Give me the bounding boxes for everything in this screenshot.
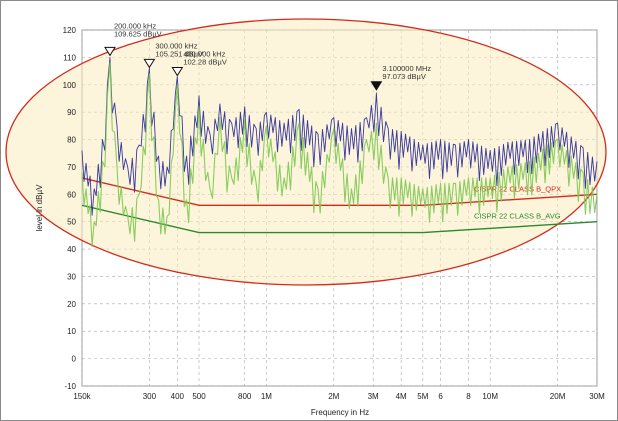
y-tick-label-4: 30 [67,272,76,281]
y-tick-label-7: 60 [67,190,76,199]
marker-freq-1: 300.000 kHz [155,41,197,50]
series-line-0 [81,56,598,216]
marker-level-2: 102.28 dBµV [183,58,227,67]
limit-label-0: CISPR 22 CLASS B_QPX [474,184,561,193]
marker-freq-2: 400.000 kHz [183,50,225,59]
highlight-ellipse [5,18,607,286]
y-tick-label-0: -10 [64,382,76,391]
x-tick-label-14: 30M [589,392,605,401]
x-tick-label-12: 10M [482,392,498,401]
x-tick-label-6: 2M [328,392,339,401]
y-tick-label-5: 40 [67,245,76,254]
y-axis-label: level in dBµV [35,184,44,232]
x-tick-label-13: 20M [550,392,566,401]
marker-triangle-2 [171,67,184,77]
series-group [81,56,598,247]
marker-level-1: 105.251 dBµV [155,49,203,58]
y-tick-label-13: 120 [63,26,77,35]
y-tick-label-9: 80 [67,136,76,145]
x-tick-label-10: 6 [438,392,443,401]
y-tick-label-6: 50 [67,218,76,227]
x-tick-label-5: 1M [261,392,272,401]
marker-freq-3: 3.100000 MHz [382,64,431,73]
x-tick-label-8: 4M [396,392,407,401]
y-tick-label-1: 0 [72,355,77,364]
limit-line-0 [81,177,598,207]
marker-level-3: 97.073 dBµV [382,72,426,81]
y-tick-labels: -10 0 10 20 30 40 50 60 70 80 90 100 110 120 [63,26,77,391]
x-tick-label-3: 500 [192,392,206,401]
y-tick-label-2: 10 [67,327,76,336]
x-tick-label-2: 400 [171,392,185,401]
marker-triangle-0 [104,46,116,57]
limit-line-1 [81,204,598,234]
limit-lines: CISPR 22 CLASS B_QPX CISPR 22 CLASS B_AVG [81,177,598,234]
marker-freq-0: 200.000 kHz [114,21,156,30]
highlight-ellipse-shape [5,18,607,286]
x-tick-label-0: 150k [73,392,91,401]
marker-level-0: 109.625 dBµV [114,29,162,38]
x-axis-label: Frequency in Hz [311,408,369,417]
x-tick-labels: 150k 300 400 500 800 1M 2M 3M 4M 5M 6 8 10M 20M 30M [73,392,605,401]
x-tick-label-11: 8 [466,392,471,401]
marker-triangle-1 [143,58,156,69]
x-tick-label-7: 3M [368,392,379,401]
y-tick-label-8: 70 [67,163,76,172]
y-tick-label-11: 100 [63,81,77,90]
limit-label-1: CISPR 22 CLASS B_AVG [474,212,561,221]
x-tick-label-4: 800 [238,392,252,401]
x-tick-label-1: 300 [143,392,157,401]
series-line-1 [81,62,598,247]
y-tick-label-3: 20 [67,300,76,309]
marker-triangle-3 [370,81,383,91]
y-tick-label-12: 110 [63,53,76,62]
x-tick-label-9: 5M [417,392,428,401]
y-tick-label-10: 90 [67,108,76,117]
